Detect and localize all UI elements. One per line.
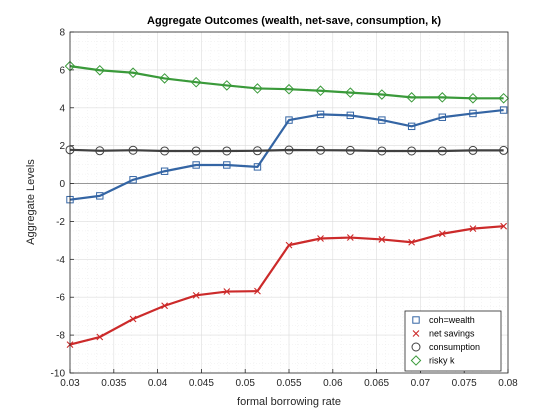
y-tick-label: -8 (56, 331, 65, 342)
legend: coh=wealth net savings consumption risky k (405, 311, 501, 371)
x-tick-label: 0.05 (235, 378, 255, 389)
legend-label-net-savings: net savings (429, 329, 475, 339)
x-tick-label: 0.075 (452, 378, 477, 389)
y-tick-label: -2 (56, 217, 65, 228)
x-tick-label: 0.07 (411, 378, 431, 389)
y-tick-label: -10 (51, 369, 66, 380)
x-tick-label: 0.035 (101, 378, 126, 389)
y-tick-label: 4 (59, 103, 65, 114)
y-tick-label: 6 (59, 65, 65, 76)
x-tick-label: 0.055 (276, 378, 301, 389)
x-tick-label: 0.08 (498, 378, 518, 389)
legend-label-coh-wealth: coh=wealth (429, 315, 475, 325)
x-tick-label: 0.06 (323, 378, 343, 389)
x-tick-label: 0.03 (60, 378, 80, 389)
y-tick-label: 2 (59, 141, 65, 152)
y-axis-label: Aggregate Levels (25, 159, 37, 245)
legend-label-risky-k: risky k (429, 356, 455, 366)
x-tick-label: 0.065 (364, 378, 389, 389)
legend-label-consumption: consumption (429, 342, 480, 352)
x-tick-label: 0.045 (189, 378, 214, 389)
x-tick-label: 0.04 (148, 378, 168, 389)
x-axis-label: formal borrowing rate (237, 396, 341, 408)
chart-title: Aggregate Outcomes (wealth, net-save, co… (147, 15, 441, 27)
y-tick-label: 8 (59, 28, 65, 39)
y-tick-label: -4 (56, 255, 65, 266)
y-tick-label: -6 (56, 293, 65, 304)
y-tick-label: 0 (59, 179, 65, 190)
